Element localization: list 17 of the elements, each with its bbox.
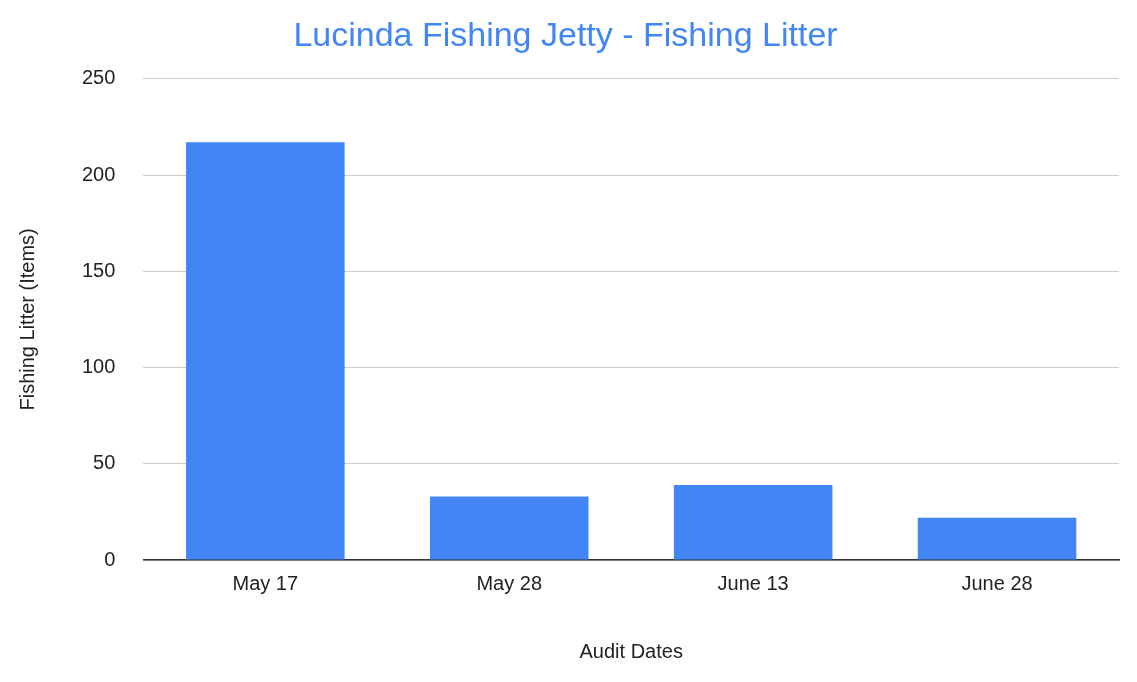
x-tick-label: May 28 xyxy=(476,571,543,594)
y-tick-label: 50 xyxy=(93,451,116,474)
bar xyxy=(673,484,833,560)
x-axis-title: Audit Dates xyxy=(579,639,683,662)
y-axis-title: Fishing Litter (Items) xyxy=(15,228,38,411)
y-tick-label: 100 xyxy=(81,355,116,378)
y-tick-label: 200 xyxy=(81,162,116,185)
y-tick-label: 250 xyxy=(81,66,116,89)
x-tick-label: June 28 xyxy=(961,571,1033,594)
bar xyxy=(429,496,589,560)
x-tick-label: May 17 xyxy=(232,571,299,594)
x-tick-label: June 13 xyxy=(717,571,789,594)
y-tick-label: 0 xyxy=(104,547,116,570)
chart-title: Lucinda Fishing Jetty - Fishing Litter xyxy=(293,14,838,53)
bar xyxy=(186,142,345,560)
y-tick-label: 150 xyxy=(81,258,116,281)
bar xyxy=(917,517,1077,560)
